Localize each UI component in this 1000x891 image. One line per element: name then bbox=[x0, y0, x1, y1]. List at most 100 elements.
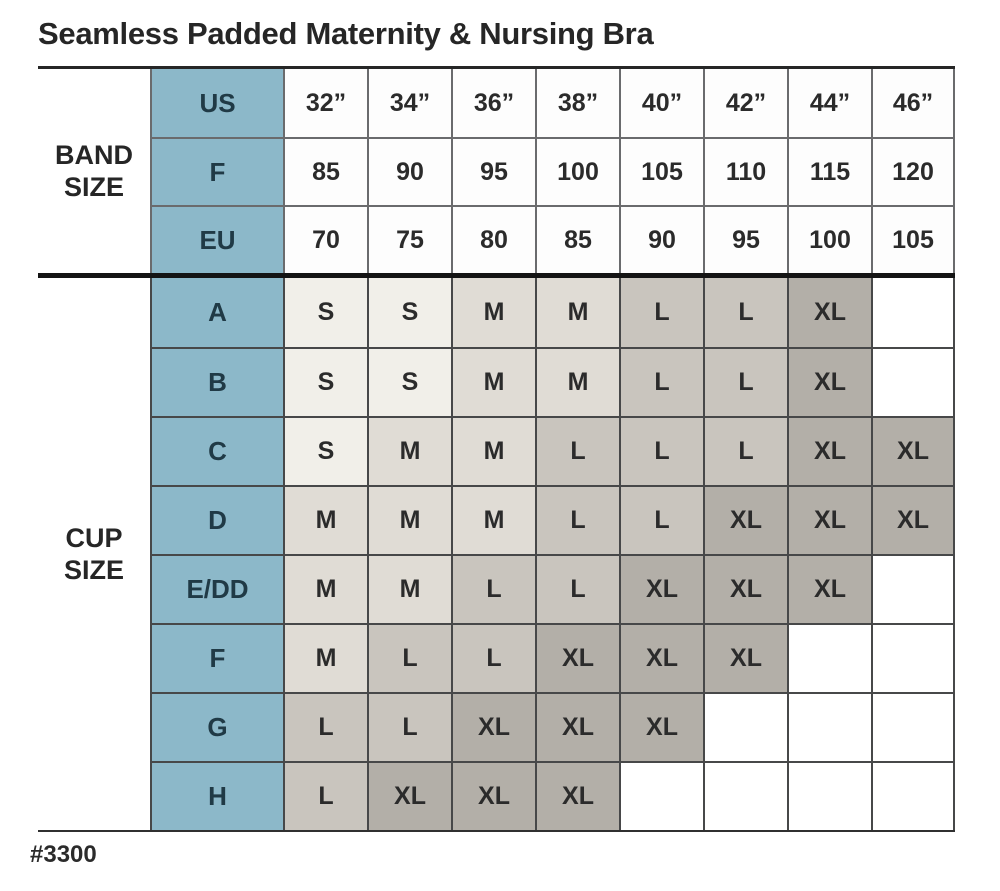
cup-value-cell: XL bbox=[535, 761, 619, 830]
cup-value-cell: XL bbox=[703, 485, 787, 554]
band-value-cell: 70 bbox=[283, 205, 367, 273]
cup-value-cell: S bbox=[283, 347, 367, 416]
band-value-cell: 85 bbox=[535, 205, 619, 273]
band-value-cell: 46” bbox=[871, 69, 955, 137]
band-value-cell: 115 bbox=[787, 137, 871, 205]
cup-value-cell: XL bbox=[535, 692, 619, 761]
cup-value-cell: L bbox=[367, 692, 451, 761]
band-value-cell: 90 bbox=[619, 205, 703, 273]
band-value-cell: 34” bbox=[367, 69, 451, 137]
style-number: #3300 bbox=[30, 841, 97, 868]
cup-value-cell: M bbox=[367, 554, 451, 623]
cup-value-cell: XL bbox=[619, 692, 703, 761]
cup-value-cell: XL bbox=[787, 347, 871, 416]
band-value-cell: 32” bbox=[283, 69, 367, 137]
cup-value-cell: M bbox=[451, 278, 535, 347]
band-row-key-us: US bbox=[150, 69, 283, 137]
cup-size-label: CUP SIZE bbox=[38, 278, 150, 830]
cup-value-cell: L bbox=[451, 554, 535, 623]
cup-row-key-f: F bbox=[150, 623, 283, 692]
cup-value-cell: L bbox=[619, 416, 703, 485]
cup-value-cell: L bbox=[283, 692, 367, 761]
cup-value-cell: XL bbox=[703, 554, 787, 623]
band-value-cell: 42” bbox=[703, 69, 787, 137]
cup-value-cell: M bbox=[451, 416, 535, 485]
cup-value-cell: XL bbox=[787, 554, 871, 623]
cup-value-cell: M bbox=[451, 485, 535, 554]
cup-value-cell: XL bbox=[451, 692, 535, 761]
band-row-key-f: F bbox=[150, 137, 283, 205]
cup-value-cell: L bbox=[703, 416, 787, 485]
cup-value-cell: L bbox=[619, 485, 703, 554]
cup-value-cell bbox=[871, 278, 955, 347]
cup-value-cell: XL bbox=[619, 554, 703, 623]
cup-row-key-c: C bbox=[150, 416, 283, 485]
cup-row-key-e-dd: E/DD bbox=[150, 554, 283, 623]
cup-value-cell: L bbox=[535, 554, 619, 623]
band-value-cell: 95 bbox=[703, 205, 787, 273]
cup-value-cell: M bbox=[535, 347, 619, 416]
cup-value-cell: XL bbox=[451, 761, 535, 830]
band-value-cell: 38” bbox=[535, 69, 619, 137]
band-value-cell: 120 bbox=[871, 137, 955, 205]
cup-value-cell: S bbox=[283, 278, 367, 347]
cup-value-cell: M bbox=[283, 485, 367, 554]
cup-value-cell bbox=[871, 347, 955, 416]
band-size-label: BAND SIZE bbox=[38, 69, 150, 273]
cup-value-cell: L bbox=[367, 623, 451, 692]
band-value-cell: 95 bbox=[451, 137, 535, 205]
cup-value-cell: M bbox=[367, 416, 451, 485]
band-value-cell: 100 bbox=[787, 205, 871, 273]
cup-value-cell: S bbox=[367, 278, 451, 347]
cup-value-cell: L bbox=[451, 623, 535, 692]
cup-value-cell bbox=[787, 692, 871, 761]
size-chart-table: BAND SIZE US 32” 34” 36” 38” 40” 42” 44” 46” F 85 90… bbox=[38, 66, 955, 832]
cup-value-cell: XL bbox=[703, 623, 787, 692]
band-value-cell: 36” bbox=[451, 69, 535, 137]
cup-value-cell: L bbox=[619, 278, 703, 347]
cup-value-cell: L bbox=[703, 278, 787, 347]
cup-value-cell: M bbox=[535, 278, 619, 347]
band-value-cell: 105 bbox=[619, 137, 703, 205]
cup-value-cell: M bbox=[283, 554, 367, 623]
cup-value-cell: XL bbox=[787, 278, 871, 347]
band-value-cell: 90 bbox=[367, 137, 451, 205]
cup-value-cell: XL bbox=[535, 623, 619, 692]
cup-value-cell: XL bbox=[871, 416, 955, 485]
cup-value-cell: XL bbox=[871, 485, 955, 554]
band-value-cell: 110 bbox=[703, 137, 787, 205]
cup-value-cell bbox=[703, 761, 787, 830]
cup-value-cell bbox=[787, 761, 871, 830]
cup-value-cell: L bbox=[619, 347, 703, 416]
cup-value-cell: M bbox=[451, 347, 535, 416]
cup-row-key-a: A bbox=[150, 278, 283, 347]
cup-row-key-b: B bbox=[150, 347, 283, 416]
page-title: Seamless Padded Maternity & Nursing Bra bbox=[38, 16, 654, 51]
band-value-cell: 44” bbox=[787, 69, 871, 137]
band-row-key-eu: EU bbox=[150, 205, 283, 273]
cup-row-key-h: H bbox=[150, 761, 283, 830]
cup-value-cell bbox=[871, 554, 955, 623]
cup-row-key-d: D bbox=[150, 485, 283, 554]
band-value-cell: 40” bbox=[619, 69, 703, 137]
cup-value-cell: S bbox=[283, 416, 367, 485]
band-value-cell: 105 bbox=[871, 205, 955, 273]
cup-value-cell: M bbox=[367, 485, 451, 554]
band-value-cell: 85 bbox=[283, 137, 367, 205]
band-value-cell: 75 bbox=[367, 205, 451, 273]
cup-value-cell bbox=[871, 692, 955, 761]
cup-value-cell: M bbox=[283, 623, 367, 692]
cup-value-cell: XL bbox=[619, 623, 703, 692]
cup-value-cell bbox=[871, 623, 955, 692]
cup-value-cell bbox=[703, 692, 787, 761]
cup-value-cell: XL bbox=[787, 485, 871, 554]
cup-value-cell bbox=[619, 761, 703, 830]
cup-value-cell: L bbox=[703, 347, 787, 416]
cup-row-key-g: G bbox=[150, 692, 283, 761]
cup-value-cell: S bbox=[367, 347, 451, 416]
cup-size-section: CUP SIZE A S S M M L L XL B S S M M L L XL C S M M L L L XL XL D M M… bbox=[38, 278, 955, 832]
cup-value-cell bbox=[871, 761, 955, 830]
cup-value-cell: L bbox=[535, 416, 619, 485]
size-chart-page: Seamless Padded Maternity & Nursing Bra … bbox=[30, 16, 955, 868]
band-size-section: BAND SIZE US 32” 34” 36” 38” 40” 42” 44” 46” F 85 90… bbox=[38, 66, 955, 278]
